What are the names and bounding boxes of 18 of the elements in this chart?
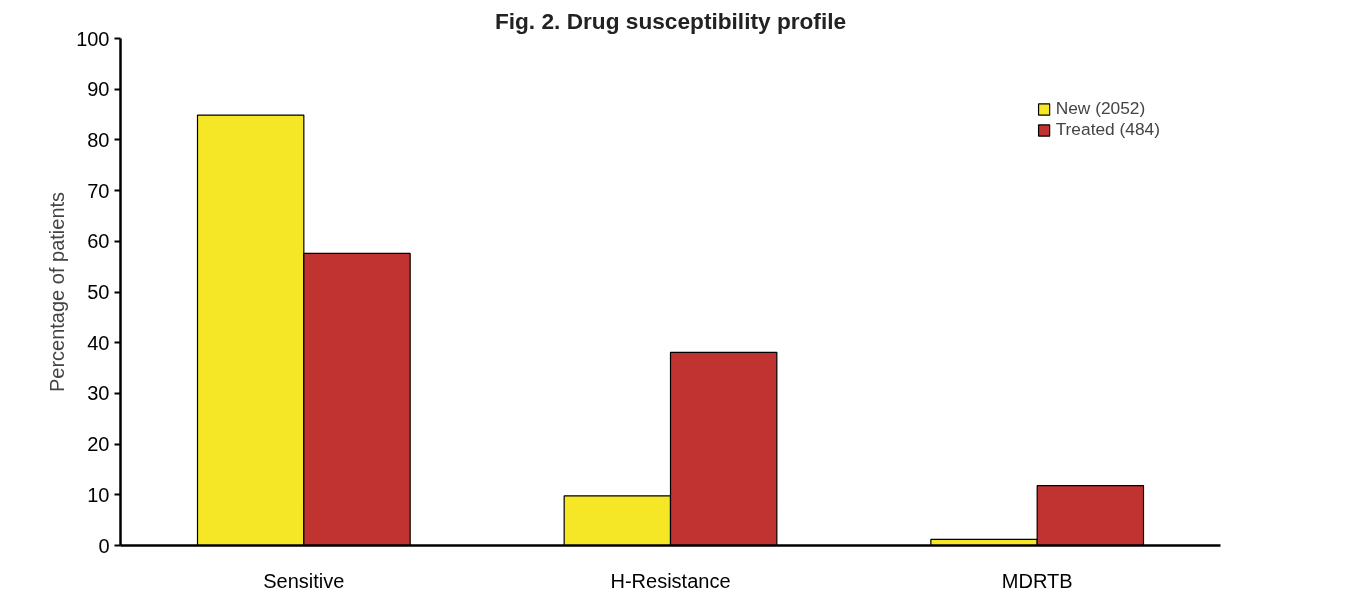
y-tick-label: 80 <box>87 128 110 151</box>
x-tick-label: MDRTB <box>1001 569 1073 592</box>
y-tick-label: 100 <box>76 27 110 50</box>
x-tick-label: Sensitive <box>263 569 345 592</box>
y-tick-label: 0 <box>98 534 110 557</box>
x-tick-label: H-Resistance <box>610 569 731 592</box>
y-tick-label: 20 <box>87 433 110 456</box>
legend-label: New (2052) <box>1055 98 1146 119</box>
y-tick-label: 30 <box>87 382 110 405</box>
y-tick-label: 90 <box>87 78 110 101</box>
y-tick-label: 50 <box>87 281 110 303</box>
chart-title: Fig. 2. Drug susceptibility profile <box>494 7 847 34</box>
y-axis-title: Percentage of patients <box>46 191 69 393</box>
legend-label: Treated (484) <box>1055 119 1160 140</box>
y-tick-label: 70 <box>87 179 110 202</box>
y-tick-label: 40 <box>87 331 110 354</box>
y-tick-label: 60 <box>87 230 110 253</box>
y-tick-label: 10 <box>87 483 110 506</box>
